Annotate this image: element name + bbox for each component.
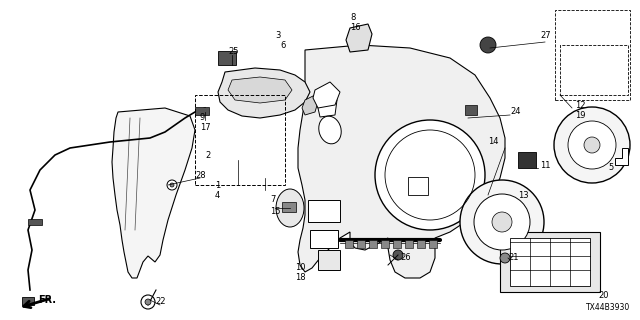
Bar (282, 202, 296, 212)
Circle shape (145, 299, 151, 305)
Circle shape (170, 183, 174, 187)
Text: 24: 24 (510, 108, 520, 116)
Bar (310, 230, 338, 248)
Text: 5: 5 (608, 164, 613, 172)
Circle shape (492, 212, 512, 232)
Bar (22, 297, 34, 305)
Circle shape (141, 295, 155, 309)
Text: 17: 17 (200, 124, 211, 132)
Text: 1: 1 (215, 180, 220, 189)
Polygon shape (302, 95, 318, 115)
Text: 15: 15 (270, 207, 280, 217)
Bar (560, 45, 628, 95)
Text: 10: 10 (295, 263, 305, 273)
Bar (28, 219, 42, 225)
Text: 21: 21 (508, 253, 518, 262)
Text: FR.: FR. (38, 295, 56, 305)
Circle shape (460, 180, 544, 264)
Bar (465, 105, 477, 115)
Polygon shape (298, 45, 505, 278)
Bar (357, 240, 365, 248)
Text: 18: 18 (295, 274, 306, 283)
Bar (381, 240, 389, 248)
Bar (518, 152, 536, 168)
Text: 9: 9 (200, 114, 205, 123)
Bar (218, 51, 236, 65)
Text: 20: 20 (598, 291, 609, 300)
Polygon shape (218, 68, 310, 118)
Ellipse shape (319, 116, 341, 144)
Text: 22: 22 (155, 298, 166, 307)
Circle shape (500, 253, 510, 263)
Polygon shape (228, 77, 292, 103)
Circle shape (554, 107, 630, 183)
Bar (510, 238, 590, 286)
Text: 12: 12 (575, 100, 586, 109)
Text: 25: 25 (228, 47, 239, 57)
Bar (417, 240, 425, 248)
Bar (345, 240, 353, 248)
Polygon shape (313, 82, 340, 108)
Text: 19: 19 (575, 110, 586, 119)
Text: TX44B3930: TX44B3930 (586, 303, 630, 312)
Text: 13: 13 (518, 190, 529, 199)
Circle shape (584, 137, 600, 153)
Bar (429, 240, 437, 248)
Text: 28: 28 (195, 171, 205, 180)
Text: 11: 11 (540, 161, 550, 170)
Bar (500, 232, 600, 292)
Text: 7: 7 (270, 196, 275, 204)
Text: 27: 27 (540, 30, 550, 39)
Circle shape (480, 37, 496, 53)
Bar (308, 200, 340, 222)
Bar (393, 240, 401, 248)
Bar (405, 240, 413, 248)
Polygon shape (615, 148, 628, 165)
Text: 26: 26 (400, 253, 411, 262)
Text: 14: 14 (488, 138, 499, 147)
Circle shape (167, 180, 177, 190)
Circle shape (393, 250, 403, 260)
Circle shape (568, 121, 616, 169)
Polygon shape (318, 93, 337, 117)
Text: 2: 2 (205, 150, 211, 159)
Text: 8: 8 (350, 13, 355, 22)
Text: 3: 3 (275, 30, 280, 39)
Bar (555, 10, 630, 100)
Text: 4: 4 (215, 190, 220, 199)
Text: 6: 6 (280, 42, 285, 51)
Circle shape (474, 194, 530, 250)
Circle shape (375, 120, 485, 230)
Bar (408, 177, 428, 195)
Ellipse shape (276, 189, 304, 227)
Bar (318, 250, 340, 270)
Bar (195, 95, 285, 185)
Polygon shape (346, 24, 372, 52)
Bar (195, 107, 209, 115)
Text: 16: 16 (350, 23, 360, 33)
Polygon shape (112, 108, 195, 278)
Bar (369, 240, 377, 248)
